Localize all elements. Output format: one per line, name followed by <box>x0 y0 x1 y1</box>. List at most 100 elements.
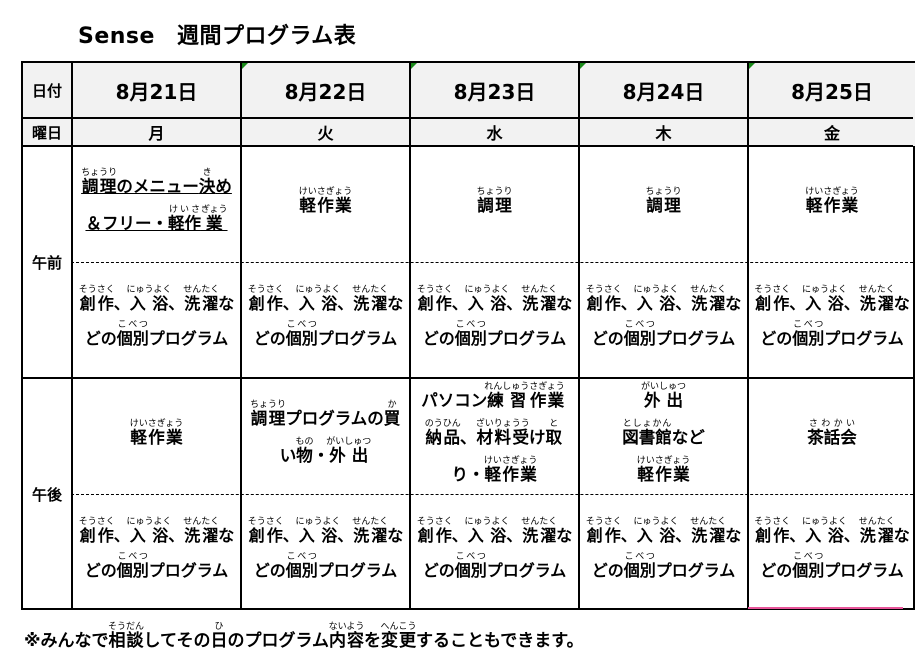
am-individual-program: 創作そうさく、入浴にゅうよく、洗濯せんたくなどの個別こべつプログラム <box>242 263 409 378</box>
ruby-text: 作業さぎょう <box>529 381 565 410</box>
text-segment: など <box>253 294 404 348</box>
text-segment: 、 <box>113 294 130 313</box>
ruby-text: 創作そうさく <box>416 517 453 546</box>
furigana: こべつ <box>792 552 825 562</box>
ruby-text: 軽作けいさ <box>167 205 201 234</box>
ruby-text: 練習れんしゅう <box>484 381 530 410</box>
furigana: せんたく <box>858 285 895 295</box>
furigana: ぎょう <box>200 205 228 215</box>
text-segment: ※みんなで <box>24 631 109 651</box>
ruby-text: 個別こべつ <box>623 320 656 349</box>
ruby-text: 相談そうだん <box>108 622 145 652</box>
furigana: こべつ <box>454 320 487 330</box>
ruby-text: 創作そうさく <box>754 285 791 314</box>
ruby-text: 入浴にゅうよく <box>126 517 172 546</box>
pm-individual-program: 創作そうさく、入浴にゅうよく、洗濯せんたくなどの個別こべつプログラム <box>73 495 240 610</box>
furigana: こべつ <box>116 320 149 330</box>
column-divider <box>240 63 242 608</box>
furigana: せんたく <box>183 285 220 295</box>
weekly-schedule-table: 日付 曜日 午前 午後 8月21日月調理ちょうりのメニュー決きめ＆フリー・軽作けいさ業ぎ… <box>21 61 915 610</box>
text-segment: い <box>279 446 297 465</box>
am-individual-program: 創作そうさく、入浴にゅうよく、洗濯せんたくなどの個別こべつプログラム <box>749 263 915 378</box>
ruby-text: 入浴にゅうよく <box>801 285 847 314</box>
furigana: そうさく <box>78 285 115 295</box>
furigana: にゅうよく <box>464 517 510 527</box>
text-segment: 、 <box>789 294 806 313</box>
column-divider <box>409 63 411 608</box>
cell-highlight-line <box>748 607 903 609</box>
furigana: そうさく <box>754 517 791 527</box>
ruby-text: 洗濯せんたく <box>521 517 558 546</box>
comment-marker-icon[interactable] <box>580 63 586 69</box>
ruby-text: 創作そうさく <box>416 285 453 314</box>
ruby-text: 入浴にゅうよく <box>295 285 341 314</box>
text-segment: 、 <box>337 294 354 313</box>
weekday-cell: 月 <box>148 124 165 143</box>
furigana: けいさ <box>167 205 201 215</box>
weekday-cell: 火 <box>317 124 334 143</box>
date-cell: 8月25日 <box>791 80 873 104</box>
weekday-cell: 水 <box>486 124 503 143</box>
furigana: にゅうよく <box>295 285 341 295</box>
text-segment: 、 <box>282 526 299 545</box>
furigana: ざいりょうう <box>475 418 530 429</box>
furigana: にゅうよく <box>464 285 510 295</box>
furigana: こべつ <box>285 552 318 562</box>
furigana: がいしゅつ <box>640 381 686 392</box>
ruby-text: 創作そうさく <box>247 285 284 314</box>
furigana: こべつ <box>623 552 656 562</box>
furigana: ちょうり <box>81 168 118 178</box>
pm-activity: 茶話会さわかい <box>749 380 915 494</box>
label-weekday: 曜日 <box>31 123 62 142</box>
text-segment: プログラム <box>824 561 904 580</box>
furigana: がいしゅつ <box>326 437 372 447</box>
ruby-text: 個別こべつ <box>454 552 487 581</box>
furigana: せんたく <box>690 517 727 527</box>
text-segment: プログラム <box>148 561 229 580</box>
furigana: ひ <box>210 622 228 632</box>
ruby-text: 入浴にゅうよく <box>633 517 679 546</box>
ruby-text: 入浴にゅうよく <box>633 285 679 314</box>
text-segment: 、 <box>675 526 692 545</box>
text-segment: プログラム <box>655 561 736 580</box>
ruby-text: 個別こべつ <box>116 320 149 349</box>
furigana: にゅうよく <box>295 517 341 527</box>
furigana: こべつ <box>285 320 318 330</box>
comment-marker-icon[interactable] <box>749 63 755 69</box>
brand-name: Sense <box>78 24 155 49</box>
am-activity: 軽作業けいさぎょう <box>242 148 409 262</box>
comment-marker-icon[interactable] <box>411 63 417 69</box>
ruby-text: 創作そうさく <box>754 517 791 546</box>
row-divider <box>23 145 913 147</box>
furigana: さぎょう <box>529 381 565 392</box>
ruby-text: 買か <box>383 400 401 429</box>
furigana: そうさく <box>247 285 284 295</box>
ruby-text: 日ひ <box>210 622 228 652</box>
comment-marker-icon[interactable] <box>242 63 248 69</box>
furigana: ないよう <box>328 622 365 632</box>
weekday-cell: 木 <box>655 124 672 143</box>
text-segment: の <box>776 329 793 348</box>
ruby-text: 洗濯せんたく <box>352 517 389 546</box>
furigana: さわかい <box>807 418 857 429</box>
furigana: ちょうり <box>645 186 682 197</box>
ruby-text: 軽作業けいさぎょう <box>805 186 859 215</box>
text-segment: など <box>422 526 573 580</box>
furigana: せんたく <box>521 285 558 295</box>
text-segment: プログラム <box>317 561 398 580</box>
text-segment: け <box>529 427 546 447</box>
furigana: けいさぎょう <box>483 455 538 466</box>
text-segment: 、 <box>675 294 692 313</box>
date-cell: 8月21日 <box>115 80 198 104</box>
text-segment: など <box>591 526 742 580</box>
text-segment: 、 <box>620 526 637 545</box>
text-segment: パソコン <box>421 390 488 410</box>
furigana: にゅうよく <box>126 517 172 527</box>
footnote: ※みんなで相談そうだんしてその日ひのプログラム内容ないようを変更へんこうすること… <box>24 622 584 656</box>
ruby-text: 個別こべつ <box>792 320 825 349</box>
ruby-text: 創作そうさく <box>585 285 622 314</box>
ruby-text: 軽作業けいさぎょう <box>129 418 184 447</box>
furigana: そうさく <box>585 517 622 527</box>
ruby-text: 材料受ざいりょうう <box>475 418 530 447</box>
text-segment: 、 <box>843 526 860 545</box>
